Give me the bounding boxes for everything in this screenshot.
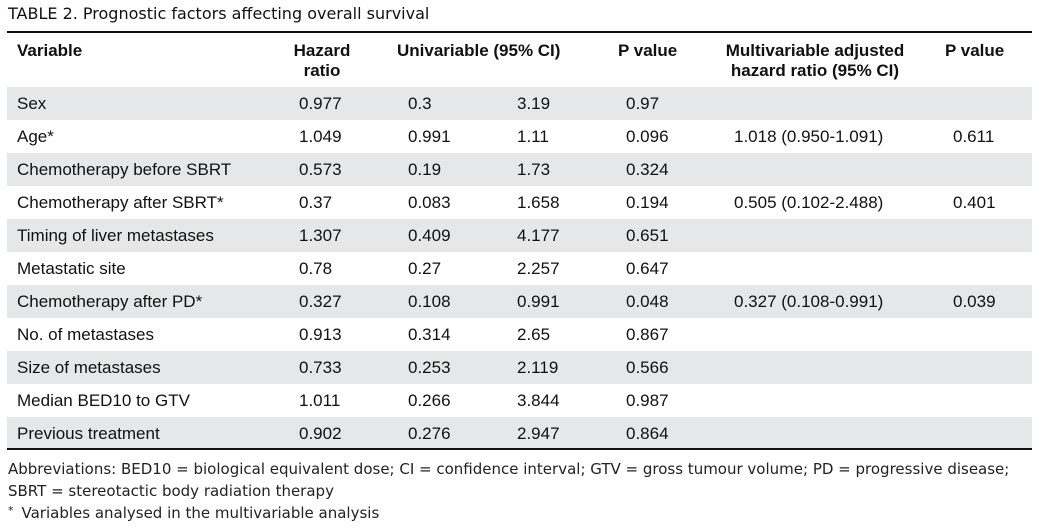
cell-p-value: 0.97 (626, 94, 660, 113)
header-p-value: P value (618, 41, 678, 60)
cell-ci-high: 4.177 (517, 226, 560, 245)
cell-ci-high: 0.991 (517, 292, 560, 311)
table-row: Median BED10 to GTV 1.011 0.266 3.844 0.… (7, 384, 1032, 417)
cell-hazard-ratio: 1.307 (299, 226, 342, 245)
header-multivariable: Multivariable adjusted hazard ratio (95%… (697, 41, 933, 81)
cell-p-value-2: 0.039 (953, 292, 996, 311)
top-rule (7, 31, 1032, 33)
cell-ci-low: 0.3 (408, 94, 432, 113)
cell-p-value: 0.867 (626, 325, 669, 344)
cell-variable: Chemotherapy before SBRT (17, 160, 232, 179)
cell-p-value: 0.048 (626, 292, 669, 311)
table-row: Sex 0.977 0.3 3.19 0.97 (7, 87, 1032, 120)
cell-hazard-ratio: 0.902 (299, 424, 342, 443)
cell-ci-high: 3.844 (517, 391, 560, 410)
header-hazard-ratio: Hazard ratio (277, 41, 367, 81)
cell-variable: Chemotherapy after PD* (17, 292, 203, 311)
cell-ci-high: 3.19 (517, 94, 551, 113)
cell-ci-low: 0.19 (408, 160, 442, 179)
cell-p-value-2: 0.401 (953, 193, 996, 212)
asterisk-symbol: * (8, 504, 14, 517)
table-row: Metastatic site 0.78 0.27 2.257 0.647 (7, 252, 1032, 285)
cell-variable: Timing of liver metastases (17, 226, 214, 245)
header-multivariable-line1: Multivariable adjusted (725, 41, 905, 60)
cell-p-value: 0.864 (626, 424, 669, 443)
cell-variable: No. of metastases (17, 325, 155, 344)
cell-variable: Chemotherapy after SBRT* (17, 193, 224, 212)
table-row: No. of metastases 0.913 0.314 2.65 0.867 (7, 318, 1032, 351)
cell-ci-high: 2.257 (517, 259, 560, 278)
cell-ci-low: 0.276 (408, 424, 451, 443)
bottom-rule (7, 448, 1032, 450)
header-multivariable-line2: hazard ratio (95% CI) (730, 61, 900, 80)
cell-variable: Age* (17, 127, 54, 146)
cell-hazard-ratio: 1.049 (299, 127, 342, 146)
cell-ci-high: 1.658 (517, 193, 560, 212)
cell-variable: Metastatic site (17, 259, 126, 278)
cell-variable: Sex (17, 94, 47, 113)
cell-ci-high: 1.11 (517, 127, 549, 146)
cell-hazard-ratio: 0.573 (299, 160, 342, 179)
asterisk-note-text: Variables analysed in the multivariable … (21, 504, 380, 522)
table-row: Chemotherapy before SBRT 0.573 0.19 1.73… (7, 153, 1032, 186)
cell-p-value: 0.194 (626, 193, 669, 212)
cell-variable: Median BED10 to GTV (17, 391, 190, 410)
abbreviations-note: Abbreviations: BED10 = biological equiva… (8, 460, 1010, 500)
table-caption: TABLE 2. Prognostic factors affecting ov… (8, 4, 430, 23)
cell-hazard-ratio: 0.78 (299, 259, 333, 278)
header-hazard-ratio-line1: Hazard (293, 41, 351, 60)
header-variable: Variable (17, 41, 83, 60)
cell-p-value: 0.647 (626, 259, 669, 278)
cell-ci-low: 0.253 (408, 358, 451, 377)
cell-p-value: 0.324 (626, 160, 669, 179)
header-p-value-2: P value (945, 41, 1005, 60)
cell-variable: Size of metastases (17, 358, 161, 377)
cell-p-value-2: 0.611 (953, 127, 995, 146)
table-row: Age* 1.049 0.991 1.11 0.096 1.018 (0.950… (7, 120, 1032, 153)
header-hazard-ratio-line2: ratio (303, 61, 341, 80)
table-row: Chemotherapy after PD* 0.327 0.108 0.991… (7, 285, 1032, 318)
table-row: Chemotherapy after SBRT* 0.37 0.083 1.65… (7, 186, 1032, 219)
cell-ci-low: 0.083 (408, 193, 451, 212)
cell-ci-low: 0.266 (408, 391, 451, 410)
cell-ci-low: 0.314 (408, 325, 451, 344)
cell-hazard-ratio: 0.977 (299, 94, 342, 113)
cell-ci-high: 2.119 (517, 358, 559, 377)
cell-p-value: 0.566 (626, 358, 669, 377)
cell-hazard-ratio: 0.327 (299, 292, 342, 311)
table-body: Sex 0.977 0.3 3.19 0.97 Age* 1.049 0.991… (7, 87, 1032, 450)
cell-hazard-ratio: 1.011 (299, 391, 341, 410)
table-row: Size of metastases 0.733 0.253 2.119 0.5… (7, 351, 1032, 384)
table-footnotes: Abbreviations: BED10 = biological equiva… (8, 458, 1033, 524)
cell-ci-high: 1.73 (517, 160, 551, 179)
header-univariable: Univariable (95% CI) (397, 41, 561, 60)
table-row: Previous treatment 0.902 0.276 2.947 0.8… (7, 417, 1032, 450)
cell-ci-low: 0.27 (408, 259, 442, 278)
table-header: Variable Hazard ratio Univariable (95% C… (7, 33, 1032, 88)
cell-ci-high: 2.947 (517, 424, 560, 443)
table-row: Timing of liver metastases 1.307 0.409 4… (7, 219, 1032, 252)
cell-p-value: 0.096 (626, 127, 669, 146)
cell-multivariable: 0.505 (0.102-2.488) (734, 193, 884, 212)
cell-ci-high: 2.65 (517, 325, 551, 344)
cell-p-value: 0.987 (626, 391, 669, 410)
cell-p-value: 0.651 (626, 226, 669, 245)
cell-ci-low: 0.108 (408, 292, 451, 311)
asterisk-note: * Variables analysed in the multivariable… (8, 502, 1033, 524)
cell-multivariable: 0.327 (0.108-0.991) (734, 292, 884, 311)
cell-hazard-ratio: 0.913 (299, 325, 342, 344)
cell-ci-low: 0.409 (408, 226, 451, 245)
cell-hazard-ratio: 0.733 (299, 358, 342, 377)
cell-hazard-ratio: 0.37 (299, 193, 333, 212)
cell-variable: Previous treatment (17, 424, 160, 443)
cell-multivariable: 1.018 (0.950-1.091) (734, 127, 884, 146)
cell-ci-low: 0.991 (408, 127, 451, 146)
